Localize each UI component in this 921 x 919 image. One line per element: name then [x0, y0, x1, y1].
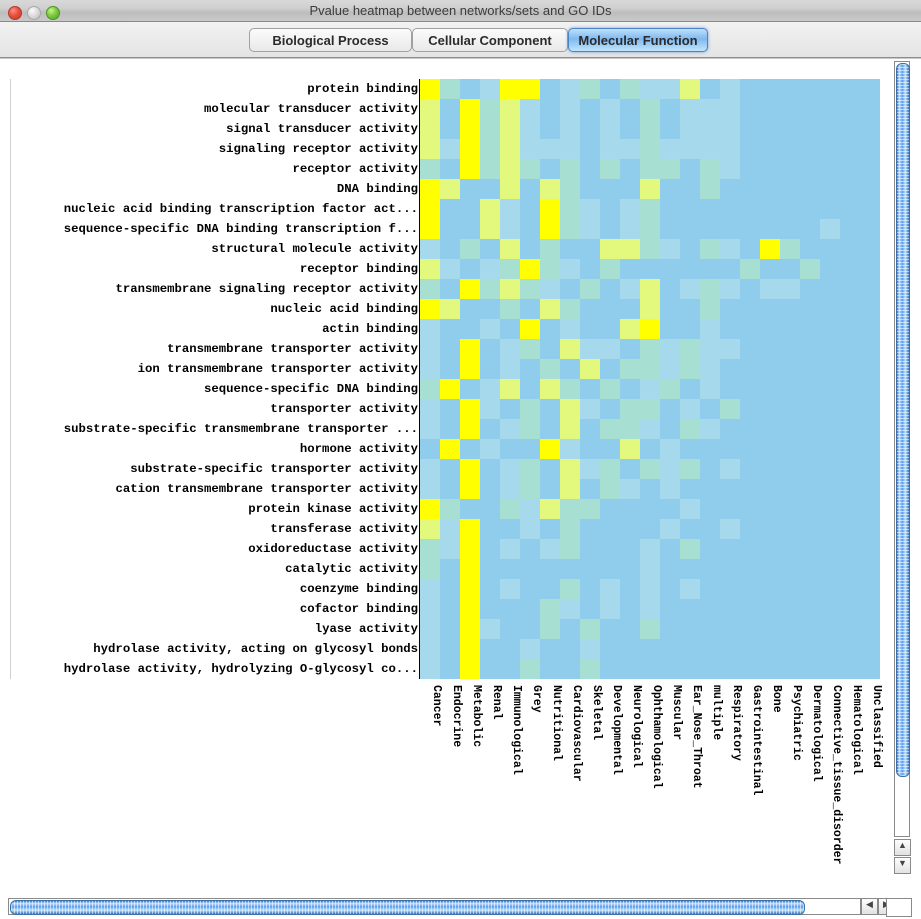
- svg-text:Grey: Grey: [530, 685, 543, 713]
- svg-text:Dermatological: Dermatological: [810, 685, 823, 782]
- svg-text:Psychiatric: Psychiatric: [790, 685, 803, 761]
- svg-text:Hematological: Hematological: [850, 685, 863, 775]
- svg-text:Metabolic: Metabolic: [470, 685, 483, 747]
- svg-text:Cancer: Cancer: [430, 685, 443, 727]
- svg-text:Endocrine: Endocrine: [450, 685, 463, 747]
- svg-text:Skeletal: Skeletal: [590, 685, 603, 740]
- svg-text:Cardiovascular: Cardiovascular: [570, 685, 583, 782]
- svg-text:Nutritional: Nutritional: [550, 685, 563, 761]
- svg-text:Muscular: Muscular: [670, 685, 683, 740]
- svg-text:Renal: Renal: [490, 685, 503, 720]
- svg-text:Ear_Nose_Throat: Ear_Nose_Throat: [690, 685, 703, 789]
- svg-text:Neurological: Neurological: [630, 685, 643, 768]
- svg-text:Respiratory: Respiratory: [730, 685, 743, 761]
- svg-text:Immunological: Immunological: [510, 685, 523, 775]
- svg-text:Bone: Bone: [770, 685, 783, 713]
- svg-text:Developmental: Developmental: [610, 685, 623, 775]
- svg-text:Unclassified: Unclassified: [870, 685, 883, 768]
- svg-text:Gastrointestinal: Gastrointestinal: [750, 685, 763, 796]
- svg-text:multiple: multiple: [710, 685, 723, 740]
- svg-text:Connective_tissue_disorder: Connective_tissue_disorder: [830, 685, 843, 865]
- svg-text:Ophthamological: Ophthamological: [650, 685, 663, 789]
